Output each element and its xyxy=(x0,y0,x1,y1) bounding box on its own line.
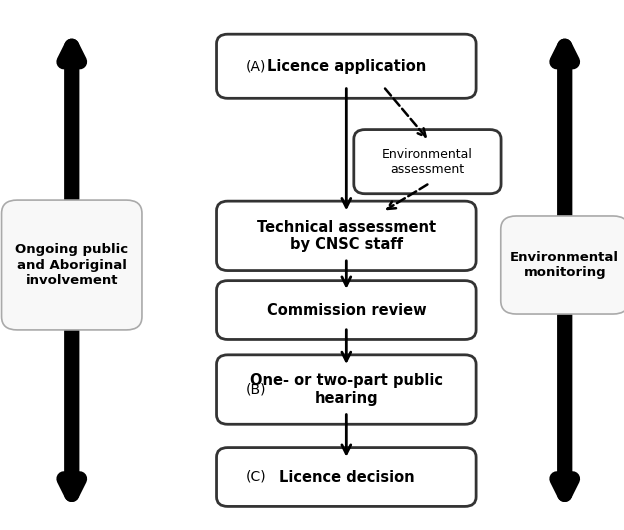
FancyBboxPatch shape xyxy=(217,281,476,340)
Text: Environmental
monitoring: Environmental monitoring xyxy=(510,251,619,279)
FancyBboxPatch shape xyxy=(217,201,476,270)
Text: (A): (A) xyxy=(246,59,266,73)
Text: Licence decision: Licence decision xyxy=(278,470,414,484)
FancyBboxPatch shape xyxy=(217,447,476,507)
FancyBboxPatch shape xyxy=(354,130,501,194)
Text: Ongoing public
and Aboriginal
involvement: Ongoing public and Aboriginal involvemen… xyxy=(15,243,129,287)
Text: Commission review: Commission review xyxy=(266,303,426,317)
FancyBboxPatch shape xyxy=(217,34,476,99)
Text: Licence application: Licence application xyxy=(266,59,426,74)
FancyBboxPatch shape xyxy=(500,216,624,314)
Text: Environmental
assessment: Environmental assessment xyxy=(382,148,473,175)
Text: (B): (B) xyxy=(246,383,266,396)
FancyBboxPatch shape xyxy=(2,200,142,330)
FancyBboxPatch shape xyxy=(217,355,476,424)
Text: One- or two-part public
hearing: One- or two-part public hearing xyxy=(250,373,443,406)
Text: (C): (C) xyxy=(245,470,266,484)
Text: Technical assessment
by CNSC staff: Technical assessment by CNSC staff xyxy=(256,219,436,252)
